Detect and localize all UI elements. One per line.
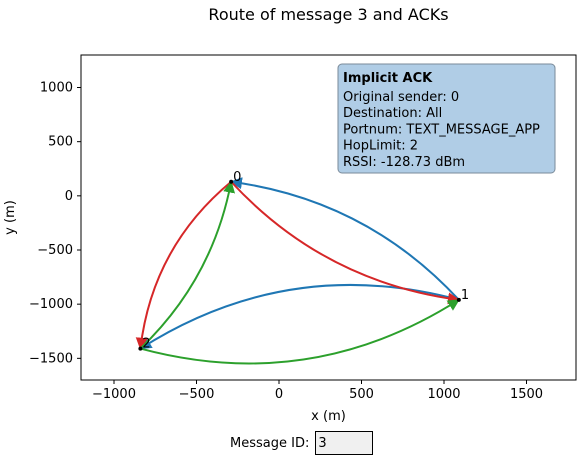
y-tick-label: −1500 bbox=[29, 351, 73, 366]
x-tick-label: 1500 bbox=[510, 387, 543, 402]
info-box-line: RSSI: -128.73 dBm bbox=[343, 155, 465, 170]
info-box-line: Destination: All bbox=[343, 106, 442, 121]
node-0 bbox=[229, 179, 234, 184]
y-tick-label: −500 bbox=[37, 243, 73, 258]
y-tick-label: 0 bbox=[65, 189, 73, 204]
plot-area: −1000 −500 0 500 1000 1500 1000 500 0 −500 −1000 −1… bbox=[29, 54, 577, 402]
y-tick-label: 500 bbox=[48, 135, 73, 150]
route-edge-1-to-2 bbox=[139, 283, 460, 350]
info-box-heading: Implicit ACK bbox=[343, 71, 433, 86]
y-axis-label: y (m) bbox=[3, 200, 18, 235]
chart-title: Route of message 3 and ACKs bbox=[208, 5, 448, 24]
x-axis-label: x (m) bbox=[311, 409, 346, 424]
message-id-control: Message ID: bbox=[230, 428, 374, 458]
info-box-line: Original sender: 0 bbox=[343, 90, 459, 105]
message-id-input[interactable] bbox=[315, 431, 374, 455]
x-tick-label: 0 bbox=[275, 387, 283, 402]
message-id-label: Message ID: bbox=[230, 435, 310, 451]
x-tick-label: 1000 bbox=[427, 387, 460, 402]
info-box-line: Portnum: TEXT_MESSAGE_APP bbox=[343, 122, 540, 137]
route-edge-2-to-0 bbox=[139, 180, 236, 350]
y-tick-label: 1000 bbox=[40, 81, 73, 96]
route-edge-0-to-2 bbox=[135, 180, 232, 350]
node-1 bbox=[456, 297, 461, 302]
node-label-0: 0 bbox=[233, 170, 241, 185]
x-tick-label: 500 bbox=[349, 387, 374, 402]
x-tick-label: −1000 bbox=[92, 387, 136, 402]
node-label-1: 1 bbox=[461, 288, 469, 303]
route-edge-2-to-1 bbox=[140, 298, 460, 365]
axes-frame bbox=[80, 54, 577, 381]
info-box-line: HopLimit: 2 bbox=[343, 139, 418, 154]
y-tick-label: −1000 bbox=[29, 297, 73, 312]
node-label-2: 2 bbox=[142, 337, 150, 352]
info-box bbox=[337, 63, 556, 174]
route-edge-1-to-0 bbox=[229, 177, 460, 301]
route-edge-0-to-1 bbox=[230, 181, 461, 305]
node-2 bbox=[138, 346, 143, 351]
x-tick-label: −500 bbox=[179, 387, 215, 402]
